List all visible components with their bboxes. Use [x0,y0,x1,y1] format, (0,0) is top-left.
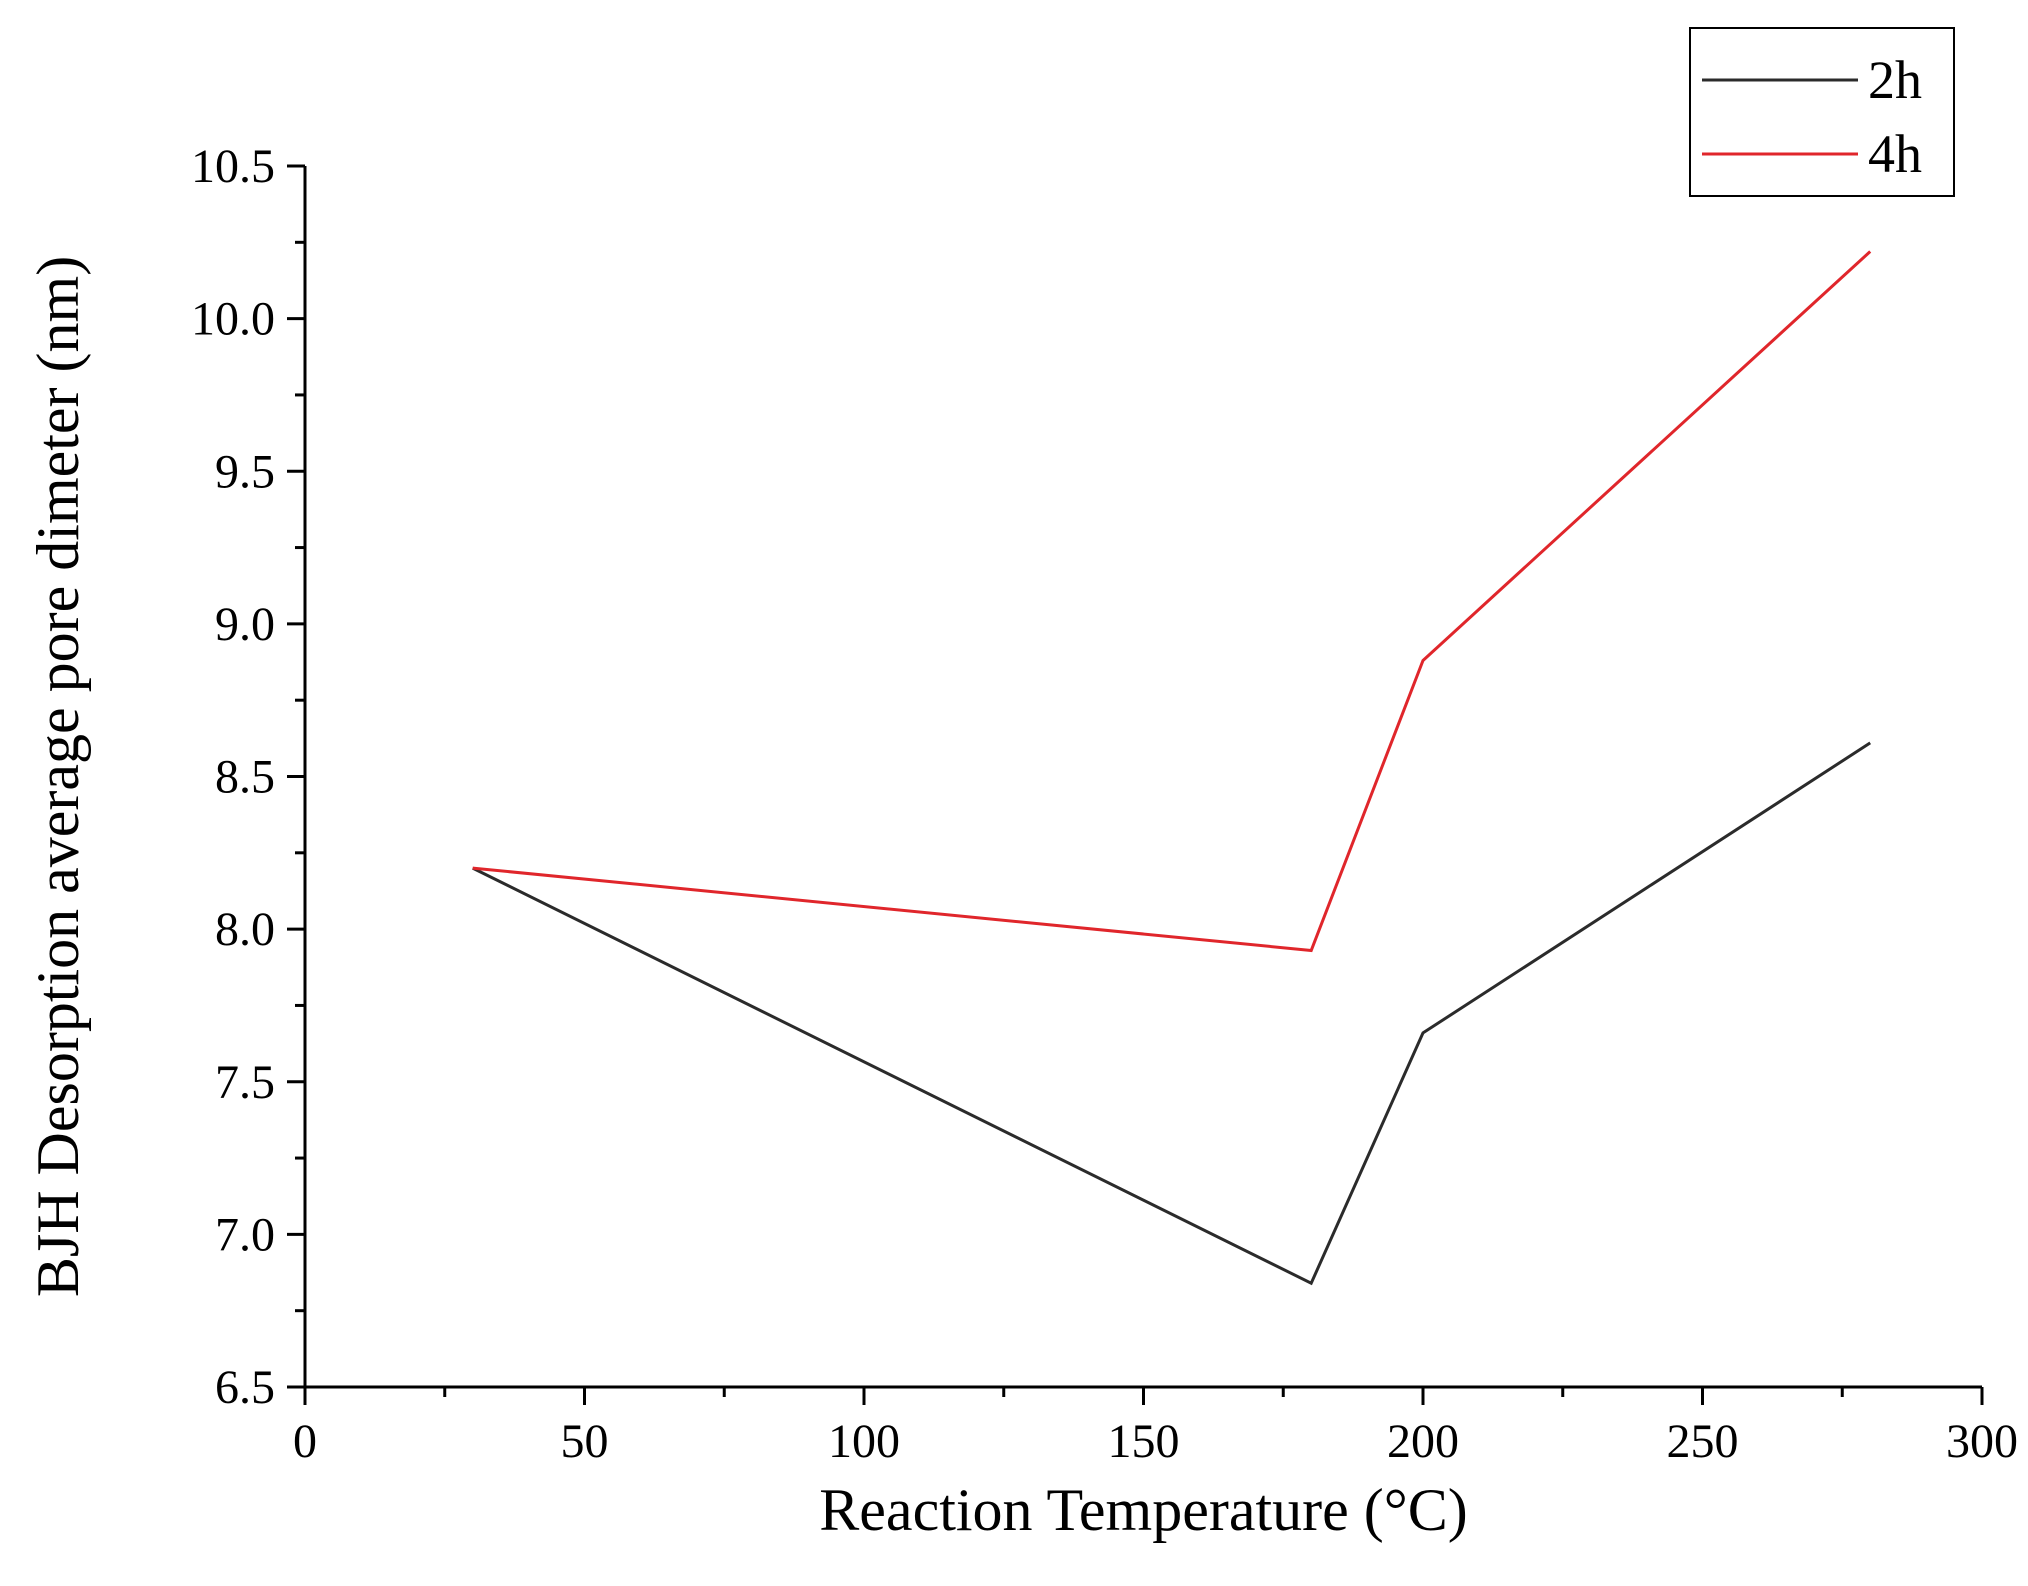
y-ticks: 6.5 7.0 7.5 8.0 8.5 9.0 9.5 10.0 10.5 [191,140,305,1414]
legend-box [1689,27,1955,197]
x-tick-label: 250 [1667,1415,1739,1468]
axes [303,166,1982,1389]
legend-label: 4h [1868,124,1922,184]
y-axis-title: BJH Desorption average pore dimeter (nm) [25,256,91,1297]
x-tick-label: 150 [1108,1415,1180,1468]
y-tick-label: 7.5 [215,1056,275,1109]
x-tick-label: 200 [1387,1415,1459,1468]
x-tick-label: 300 [1946,1415,2018,1468]
x-tick-label: 0 [293,1415,317,1468]
x-ticks: 0 50 100 150 200 250 300 [293,1387,2018,1468]
y-tick-label: 9.0 [215,598,275,651]
y-tick-label: 7.0 [215,1208,275,1261]
series-layer [472,250,1872,1286]
y-tick-label: 10.0 [191,293,275,346]
legend-label: 2h [1868,50,1922,110]
x-tick-label: 50 [561,1415,609,1468]
y-tick-label: 10.5 [191,140,275,193]
y-tick-label: 8.0 [215,903,275,956]
series-line-4h [472,250,1872,953]
x-axis-title: Reaction Temperature (°C) [819,1477,1467,1543]
y-tick-label: 8.5 [215,751,275,804]
y-tick-label: 6.5 [215,1361,275,1414]
y-tick-label: 9.5 [215,445,275,498]
x-tick-label: 100 [828,1415,900,1468]
series-line-2h [472,741,1872,1286]
